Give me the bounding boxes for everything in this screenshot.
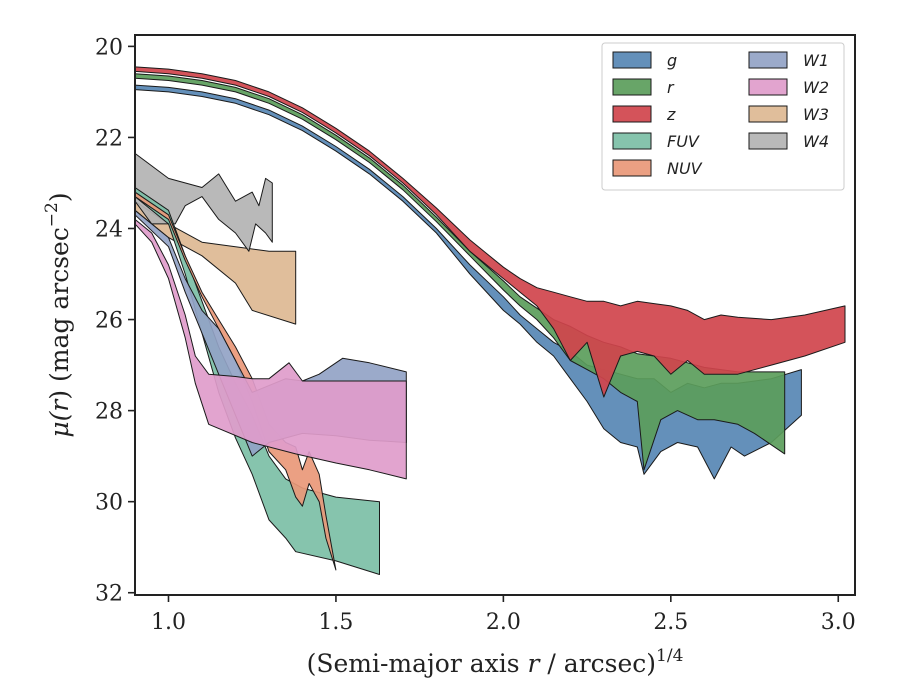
- legend-swatch-z: [612, 105, 652, 123]
- y-tick-label: 28: [95, 400, 123, 425]
- legend-swatch-r: [612, 78, 652, 96]
- x-tick-label: 2.5: [653, 610, 688, 635]
- y-tick-label: 32: [95, 582, 123, 607]
- band-w2: [135, 218, 407, 480]
- legend: grz FUV NUV W1 W2 W3 W4: [601, 42, 845, 191]
- legend-label-z: z: [666, 105, 676, 124]
- y-axis-label: μ(r) (mag arcsec−2): [42, 192, 74, 437]
- y-tick-label: 26: [95, 309, 123, 334]
- legend-swatch-g: [612, 51, 652, 69]
- band-w4: [135, 152, 273, 252]
- axis-ticks: 1.0 1.5 2.0 2.5 3.0 20 22 24 26 28 30 32: [95, 35, 856, 635]
- legend-label-w2: W2: [803, 78, 829, 97]
- y-tick-label: 20: [95, 35, 123, 60]
- band-r: [135, 73, 786, 471]
- legend-label-r: r: [667, 78, 675, 97]
- y-tick-label: 24: [95, 217, 123, 242]
- legend-label-fuv: FUV: [667, 132, 700, 151]
- x-tick-label: 1.5: [318, 610, 353, 635]
- legend-swatch-w1: [748, 51, 788, 69]
- legend-label-g: g: [667, 51, 677, 70]
- x-axis-label: (Semi-major axis r / arcsec)1/4: [307, 646, 684, 678]
- y-tick-label: 22: [95, 126, 123, 151]
- legend-swatch-nuv: [612, 159, 652, 177]
- legend-swatch-fuv: [612, 132, 652, 150]
- legend-label-nuv: NUV: [667, 159, 703, 178]
- legend-label-w3: W3: [803, 105, 829, 124]
- y-tick-label: 30: [95, 491, 123, 516]
- legend-label-w4: W4: [803, 132, 829, 151]
- legend-swatch-w3: [748, 105, 788, 123]
- legend-swatch-w2: [748, 78, 788, 96]
- x-tick-label: 3.0: [821, 610, 856, 635]
- plot-frame: [134, 34, 856, 596]
- x-tick-label: 2.0: [486, 610, 521, 635]
- legend-swatch-w4: [748, 132, 788, 150]
- band-z: [135, 66, 846, 398]
- x-tick-label: 1.0: [151, 610, 186, 635]
- legend-label-w1: W1: [803, 51, 829, 70]
- band-nuv: [135, 191, 337, 571]
- profile-bands: [135, 66, 846, 575]
